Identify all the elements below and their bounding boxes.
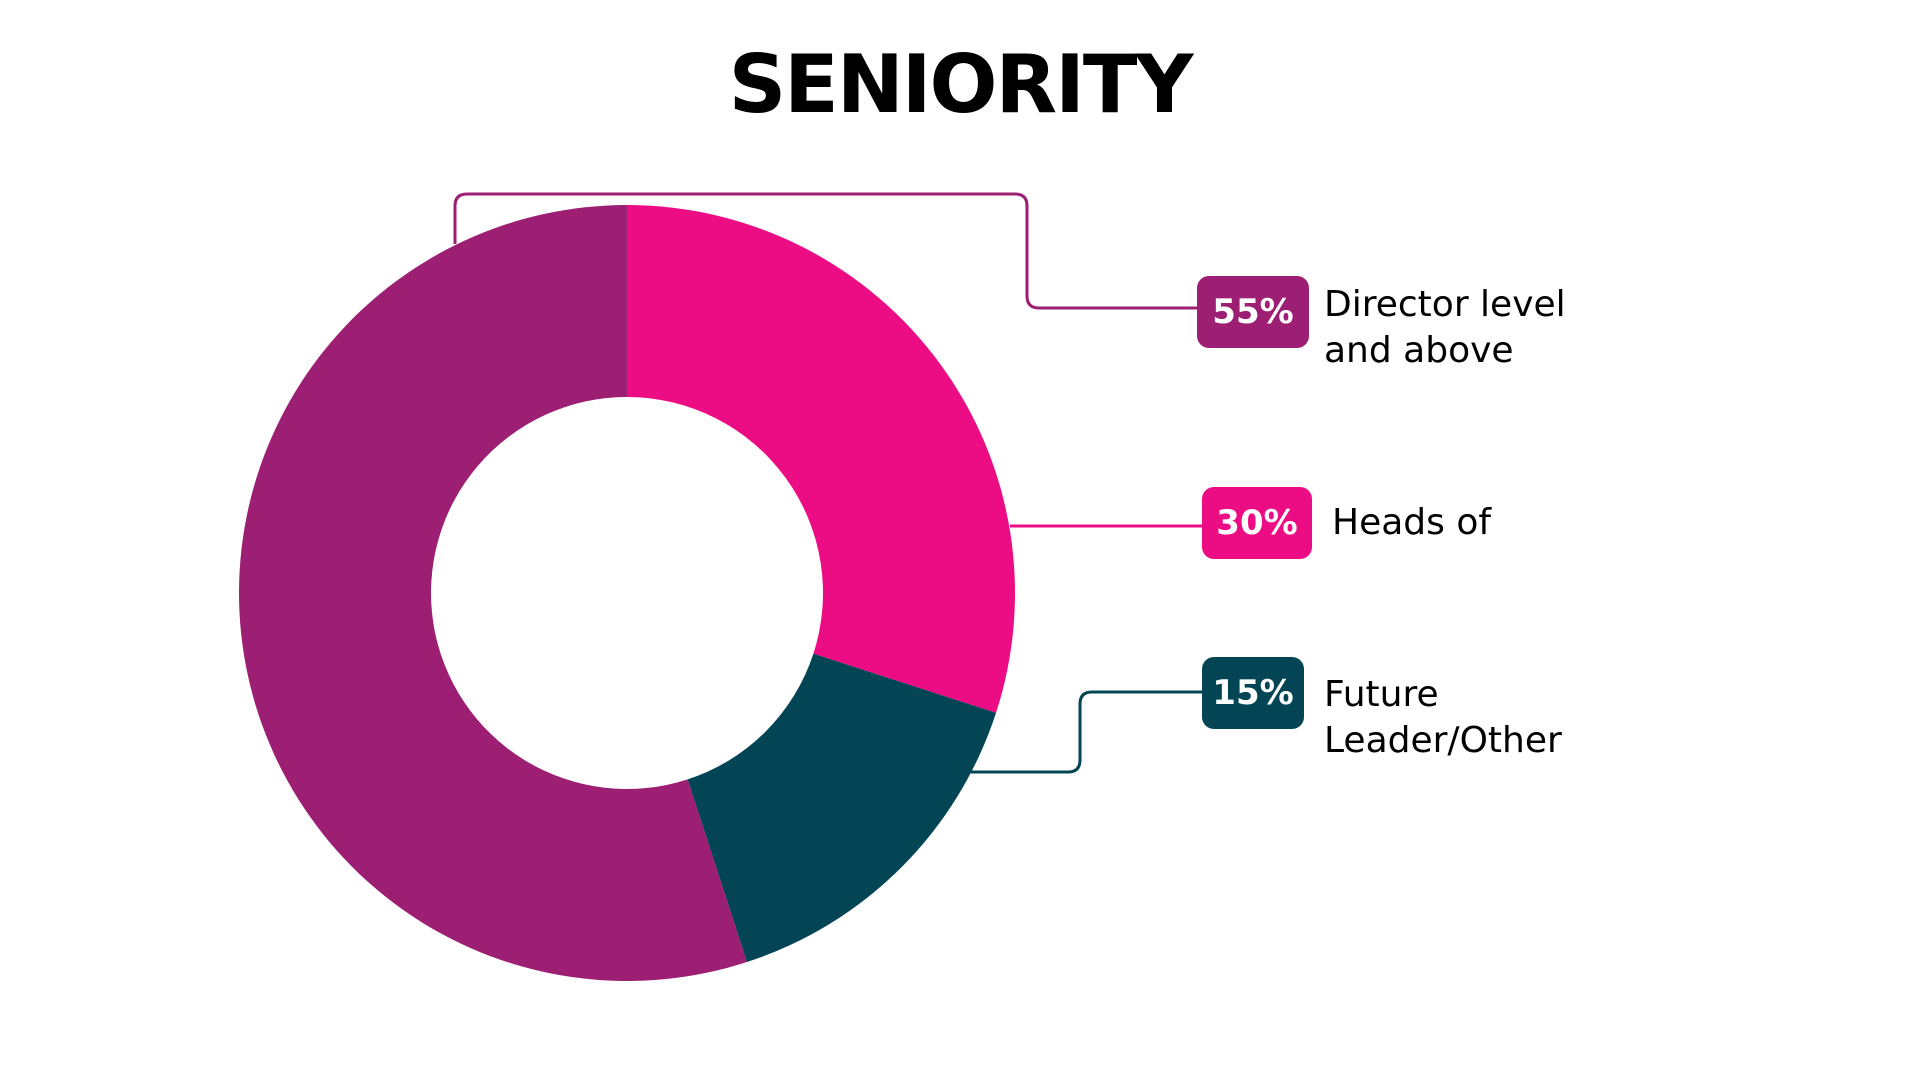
leader-lines-layer (453, 192, 1205, 774)
leader-line-future-leader (970, 690, 1205, 774)
value-badge-heads-of: 30% (1202, 487, 1312, 559)
legend-label-line: and above (1324, 330, 1514, 371)
value-badge-future-leader: 15% (1202, 657, 1304, 729)
leader-line-director (453, 192, 1200, 310)
slice-heads-of (627, 205, 1016, 713)
value-badge-director: 55% (1197, 276, 1309, 348)
slices-layer (239, 205, 1016, 981)
legend-label-line: Heads of (1332, 502, 1492, 543)
legend-label-director: Director level and above (1324, 282, 1644, 374)
chart-title: SENIORITY (728, 38, 1194, 131)
legend-label-line: Future (1324, 674, 1439, 715)
slice-future-leader (687, 653, 997, 963)
legend-label-heads-of: Heads of (1332, 500, 1652, 546)
legend-label-future-leader: Future Leader/Other (1324, 672, 1644, 764)
legend-label-line: Leader/Other (1324, 720, 1562, 761)
legend-label-line: Director level (1324, 284, 1566, 325)
slice-director (239, 205, 747, 981)
